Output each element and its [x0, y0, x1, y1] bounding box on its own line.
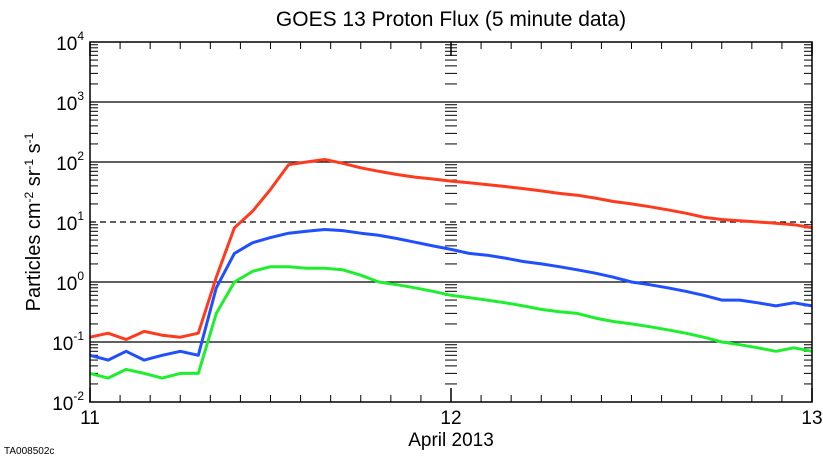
- y-label-part: Particles cm: [23, 202, 45, 311]
- series-line: [89, 228, 813, 362]
- y-tick-exp: 2: [77, 149, 84, 163]
- y-tick-exp: 4: [77, 29, 84, 43]
- y-tick-exp: -1: [73, 329, 84, 343]
- chart-title: GOES 13 Proton Flux (5 minute data): [276, 8, 626, 31]
- y-tick-base: 10: [56, 94, 77, 115]
- y-tick-label: 100: [56, 269, 84, 295]
- series-line: [89, 158, 813, 341]
- y-label-part: s: [23, 143, 45, 159]
- y-tick-label: 102: [56, 149, 84, 175]
- y-tick-label: 10-2: [52, 389, 84, 415]
- y-tick-label: 10-1: [52, 329, 84, 355]
- y-tick-base: 10: [52, 334, 73, 355]
- footnote: TA008502c: [4, 446, 54, 457]
- y-tick-exp: 1: [77, 209, 84, 223]
- y-tick-base: 10: [56, 274, 77, 295]
- x-tick-label: 11: [80, 408, 100, 429]
- y-tick-exp: -2: [73, 389, 84, 403]
- y-label-part: sr: [23, 169, 45, 192]
- y-tick-exp: 0: [77, 269, 84, 283]
- y-tick-base: 10: [56, 214, 77, 235]
- y-tick-exp: 3: [77, 89, 84, 103]
- series-line: [89, 265, 813, 380]
- y-label-exp: -1: [22, 132, 36, 143]
- y-tick-base: 10: [56, 154, 77, 175]
- x-tick-label: 13: [801, 408, 822, 429]
- x-axis-label: April 2013: [408, 430, 494, 451]
- y-tick-label: 101: [56, 209, 84, 235]
- y-label-exp: -1: [22, 159, 36, 170]
- y-label-exp: -2: [22, 191, 36, 202]
- y-tick-label: 103: [56, 89, 84, 115]
- y-tick-base: 10: [56, 34, 77, 55]
- y-tick-base: 10: [52, 394, 73, 415]
- x-tick-label: 12: [440, 408, 461, 429]
- y-tick-label: 104: [56, 29, 84, 55]
- y-axis-label: Particles cm-2 sr-1 s-1: [22, 132, 45, 311]
- plot-frame: [89, 41, 813, 403]
